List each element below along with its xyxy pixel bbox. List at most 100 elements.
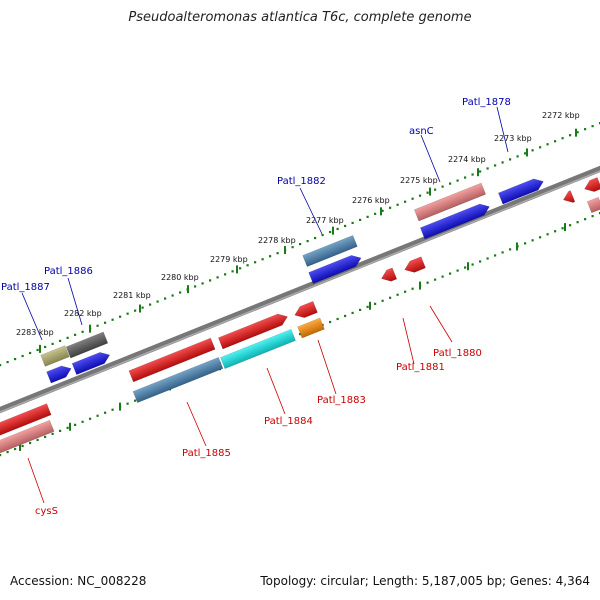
minor-tick — [471, 263, 474, 266]
leader-line — [21, 292, 43, 341]
minor-tick — [14, 357, 17, 361]
minor-tick — [479, 260, 482, 263]
minor-tick — [554, 230, 557, 233]
minor-tick — [96, 324, 99, 327]
minor-tick — [434, 188, 437, 191]
gene-feature — [40, 345, 70, 367]
minor-tick — [584, 128, 587, 131]
minor-tick — [486, 167, 489, 170]
gene-label-patl_1878[interactable]: Patl_1878 — [462, 97, 511, 108]
minor-tick — [329, 320, 332, 324]
minor-tick — [441, 185, 444, 188]
gene-label-patl_1883[interactable]: Patl_1883 — [317, 395, 366, 406]
gene-label-patl_1880[interactable]: Patl_1880 — [433, 348, 482, 359]
minor-tick — [66, 336, 69, 339]
minor-tick — [44, 345, 47, 349]
scale-label: 2275 kbp — [400, 176, 438, 185]
minor-tick — [0, 364, 2, 367]
minor-tick — [494, 254, 497, 257]
minor-tick — [351, 311, 354, 315]
minor-tick — [201, 282, 204, 285]
minor-tick — [486, 257, 489, 260]
minor-tick — [374, 302, 377, 305]
gene-feature — [0, 419, 55, 455]
gene-label-patl_1881[interactable]: Patl_1881 — [396, 362, 445, 373]
gene-shading — [40, 345, 70, 367]
minor-tick — [156, 300, 159, 303]
minor-tick — [449, 272, 452, 275]
minor-tick — [509, 158, 512, 161]
minor-tick — [224, 273, 227, 276]
minor-tick — [449, 182, 452, 185]
gene-label-patl_1887[interactable]: Patl_1887 — [1, 282, 50, 293]
minor-tick — [74, 423, 77, 426]
minor-tick — [36, 438, 39, 442]
minor-tick — [351, 221, 354, 225]
minor-tick — [389, 206, 392, 209]
gene-shading — [220, 329, 296, 369]
minor-tick — [171, 294, 174, 297]
gene-feature — [308, 255, 362, 284]
leader-line — [67, 277, 83, 326]
gene-label-patl_1884[interactable]: Patl_1884 — [264, 416, 313, 427]
minor-tick — [561, 227, 564, 230]
minor-tick — [576, 131, 579, 134]
minor-tick — [411, 287, 414, 290]
minor-tick — [539, 236, 542, 239]
map-title: Pseudoalteromonas atlantica T6c, complet… — [128, 10, 472, 25]
leader-line — [27, 457, 45, 504]
gene-label-patl_1886[interactable]: Patl_1886 — [44, 266, 93, 277]
gene-labels[interactable]: Patl_1878 asnC Patl_1882 Patl_1886 Patl_1887… — [1, 97, 511, 517]
minor-tick — [254, 261, 257, 264]
minor-tick — [546, 233, 549, 236]
gene-label-asnc[interactable]: asnC — [409, 126, 434, 137]
accession-text: Accession: NC_008228 — [10, 574, 147, 588]
minor-tick — [501, 161, 504, 164]
gene-feature — [381, 267, 398, 282]
minor-tick — [59, 339, 62, 342]
minor-tick — [149, 303, 152, 306]
gene-features — [0, 177, 600, 455]
minor-tick — [336, 317, 339, 321]
gene-shading — [584, 177, 600, 192]
minor-tick — [74, 333, 77, 336]
minor-tick — [96, 414, 99, 417]
gene-label-patl_1885[interactable]: Patl_1885 — [182, 448, 231, 459]
gene-feature — [46, 365, 72, 384]
minor-tick — [554, 140, 557, 143]
gene-label-cyss[interactable]: cysS — [35, 506, 58, 517]
minor-tick — [509, 248, 512, 251]
scale-label: 2280 kbp — [161, 273, 199, 282]
minor-tick — [344, 314, 347, 318]
gene-feature — [218, 313, 288, 350]
gene-shading — [46, 365, 72, 384]
leader-line — [299, 187, 323, 235]
minor-tick — [591, 215, 594, 218]
gene-feature — [584, 177, 600, 192]
minor-tick — [14, 447, 17, 451]
minor-tick — [299, 333, 302, 336]
minor-tick — [321, 233, 324, 237]
minor-tick — [51, 432, 54, 436]
minor-tick — [126, 402, 129, 405]
scale-label: 2279 kbp — [210, 255, 248, 264]
minor-tick — [471, 173, 474, 176]
gene-shading — [381, 267, 397, 282]
gene-shading — [587, 197, 600, 213]
minor-tick — [21, 354, 24, 358]
minor-tick — [524, 152, 527, 155]
gene-shading — [0, 403, 52, 437]
minor-tick — [329, 230, 332, 234]
minor-tick — [314, 236, 317, 240]
minor-tick — [456, 269, 459, 272]
minor-tick — [569, 224, 572, 227]
gene-label-patl_1882[interactable]: Patl_1882 — [277, 176, 326, 187]
gene-feature — [498, 178, 544, 205]
minor-tick — [246, 264, 249, 267]
leader-line — [429, 305, 453, 343]
leader-line — [496, 106, 509, 153]
minor-tick — [66, 426, 69, 429]
gene-feature — [65, 331, 109, 359]
minor-tick — [336, 227, 339, 231]
